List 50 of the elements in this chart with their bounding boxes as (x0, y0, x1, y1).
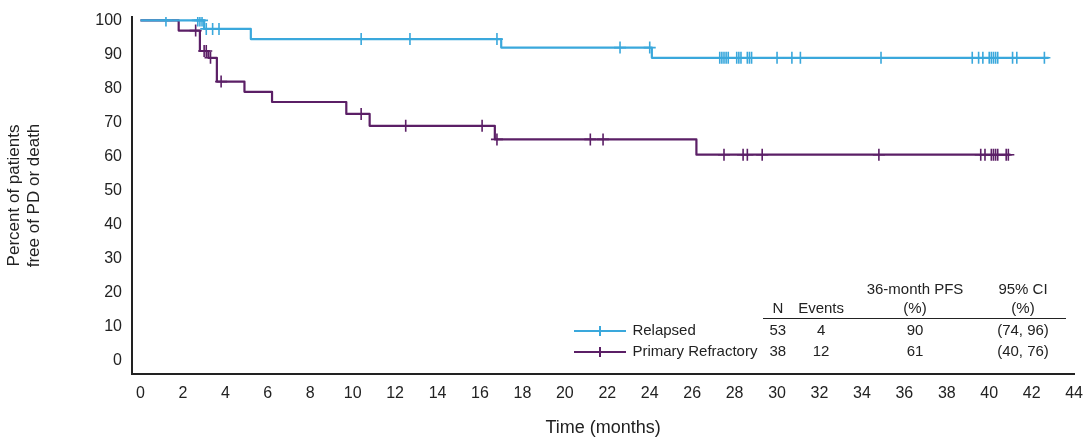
x-tick-label: 44 (1065, 384, 1084, 402)
x-tick-label: 26 (683, 384, 702, 402)
y-tick-label: 70 (104, 112, 123, 130)
x-tick-label: 34 (853, 384, 871, 402)
annotation: 90 (905, 320, 925, 340)
x-tick-label: 8 (305, 384, 315, 402)
y-tick-label: 50 (104, 180, 123, 198)
x-tick-label: 18 (513, 384, 532, 402)
x-tick-label: 6 (263, 384, 273, 402)
annotation: 12 (811, 341, 831, 361)
legend-label: Relapsed (632, 321, 696, 338)
x-tick-label: 12 (386, 384, 405, 402)
x-tick-label: 0 (136, 384, 146, 402)
x-tick-label: 2 (178, 384, 188, 402)
y-tick-label: 60 (104, 146, 123, 164)
annotation: (74, 96) (996, 320, 1050, 340)
y-tick-label: 100 (95, 10, 123, 28)
y-tick-label: 90 (104, 44, 123, 62)
x-tick-label: 16 (471, 384, 489, 402)
y-tick-label: 10 (104, 316, 123, 334)
y-tick-label: 20 (104, 282, 123, 300)
x-tick-label: 14 (428, 384, 447, 402)
y-tick-label: 80 (104, 78, 123, 96)
legend-label: Primary Refractory (632, 342, 758, 359)
x-tick-label: 24 (640, 384, 659, 402)
x-tick-label: 38 (937, 384, 956, 402)
x-tick-label: 32 (810, 384, 829, 402)
annotation: 61 (905, 341, 925, 361)
x-tick-label: 36 (895, 384, 914, 402)
y-tick-label: 40 (104, 214, 123, 232)
y-tick-label: 30 (104, 248, 123, 266)
x-tick-label: 4 (220, 384, 230, 402)
x-tick-label: 30 (768, 384, 787, 402)
annotation: 53 (768, 320, 788, 340)
annotation: 36-month PFS (%) (850, 278, 980, 319)
annotation: 95% CI (%) (980, 278, 1066, 319)
annotation: 38 (768, 341, 788, 361)
annotation: Events (792, 278, 850, 319)
annotation: N (763, 278, 793, 319)
annotation: (40, 76) (996, 341, 1050, 361)
y-axis-title: Percent of patients free of PD or death (3, 123, 44, 268)
x-tick-label: 10 (343, 384, 362, 402)
x-axis-title: Time (months) (545, 417, 661, 438)
x-tick-label: 22 (598, 384, 617, 402)
y-tick-label: 0 (113, 350, 123, 368)
x-tick-label: 28 (725, 384, 744, 402)
x-tick-label: 42 (1022, 384, 1041, 402)
x-tick-label: 40 (980, 384, 999, 402)
x-tick-label: 20 (555, 384, 574, 402)
annotation: 4 (815, 320, 827, 340)
